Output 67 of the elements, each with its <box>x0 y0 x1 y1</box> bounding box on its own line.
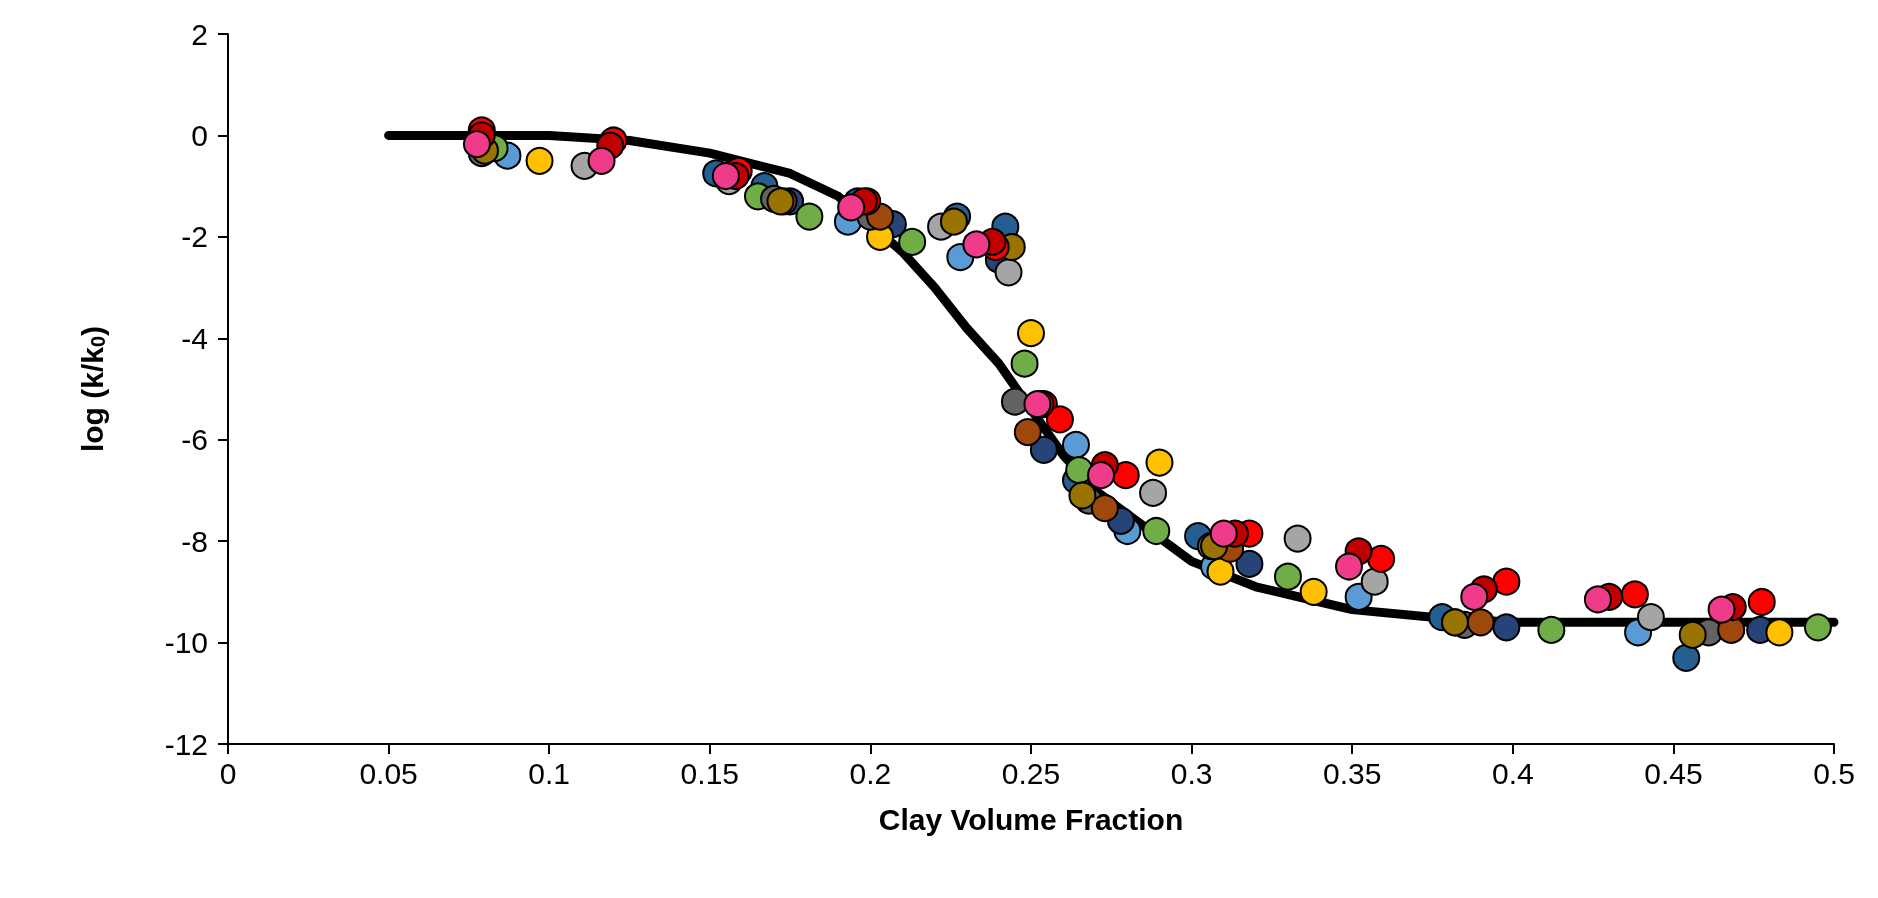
x-tick-label: 0.05 <box>359 756 418 790</box>
point <box>1360 567 1389 596</box>
point <box>1068 481 1097 510</box>
point <box>1299 577 1328 606</box>
x-tick-label: 0.25 <box>1001 756 1061 790</box>
point <box>1678 620 1707 649</box>
point <box>1017 319 1045 348</box>
point <box>1139 478 1168 507</box>
point <box>1045 405 1074 434</box>
x-tick-label: 0.4 <box>1491 756 1534 790</box>
point <box>1013 418 1042 447</box>
point <box>1029 435 1058 464</box>
point <box>1583 585 1612 614</box>
point <box>1209 519 1238 548</box>
point <box>1145 448 1174 477</box>
point <box>1010 349 1039 378</box>
x-tick-label: 0.2 <box>849 756 892 790</box>
point <box>1142 517 1171 545</box>
x-tick-label: 0.5 <box>1813 756 1855 790</box>
point <box>1335 552 1363 581</box>
point <box>1747 588 1776 616</box>
point <box>1765 618 1794 647</box>
y-tick-label: -4 <box>181 321 208 355</box>
point <box>1273 562 1302 591</box>
point <box>962 230 991 259</box>
point <box>1000 387 1029 416</box>
point <box>795 202 824 231</box>
x-tick-label: 0.1 <box>528 756 571 790</box>
x-tick-label: 0.45 <box>1644 756 1703 790</box>
point <box>1367 544 1396 573</box>
point <box>711 162 740 190</box>
point <box>1537 615 1566 644</box>
point <box>1061 430 1090 459</box>
point <box>1235 549 1264 578</box>
y-axis-title: log (k/k0) <box>75 325 109 453</box>
x-tick-label: 0 <box>219 756 237 790</box>
point <box>1466 608 1495 637</box>
x-tick-label: 0.35 <box>1323 756 1382 790</box>
point <box>1803 613 1832 642</box>
point <box>1620 580 1649 609</box>
point <box>1460 582 1489 611</box>
point <box>587 146 616 175</box>
y-tick-label: -2 <box>181 220 208 254</box>
point <box>1090 494 1119 523</box>
point <box>1206 557 1235 586</box>
y-tick-label: 2 <box>191 17 208 51</box>
point <box>1636 603 1665 632</box>
point <box>1492 613 1521 642</box>
point <box>1672 643 1701 672</box>
point <box>939 207 968 236</box>
point <box>898 227 927 256</box>
x-tick-label: 0.15 <box>680 756 739 790</box>
point <box>525 146 554 175</box>
y-tick-label: -10 <box>164 626 208 660</box>
point <box>1283 524 1312 553</box>
point <box>1492 567 1521 596</box>
point <box>1087 461 1116 490</box>
x-tick-label: 0.3 <box>1170 756 1213 790</box>
point <box>837 193 866 222</box>
point <box>1111 461 1140 490</box>
point <box>1707 595 1736 624</box>
x-axis-title: Clay Volume Fraction <box>878 802 1184 836</box>
y-tick-label: -6 <box>181 423 208 457</box>
y-tick-label: -12 <box>164 727 208 761</box>
point <box>994 258 1023 287</box>
y-tick-label: -8 <box>181 524 208 558</box>
y-tick-label: 0 <box>191 118 208 152</box>
